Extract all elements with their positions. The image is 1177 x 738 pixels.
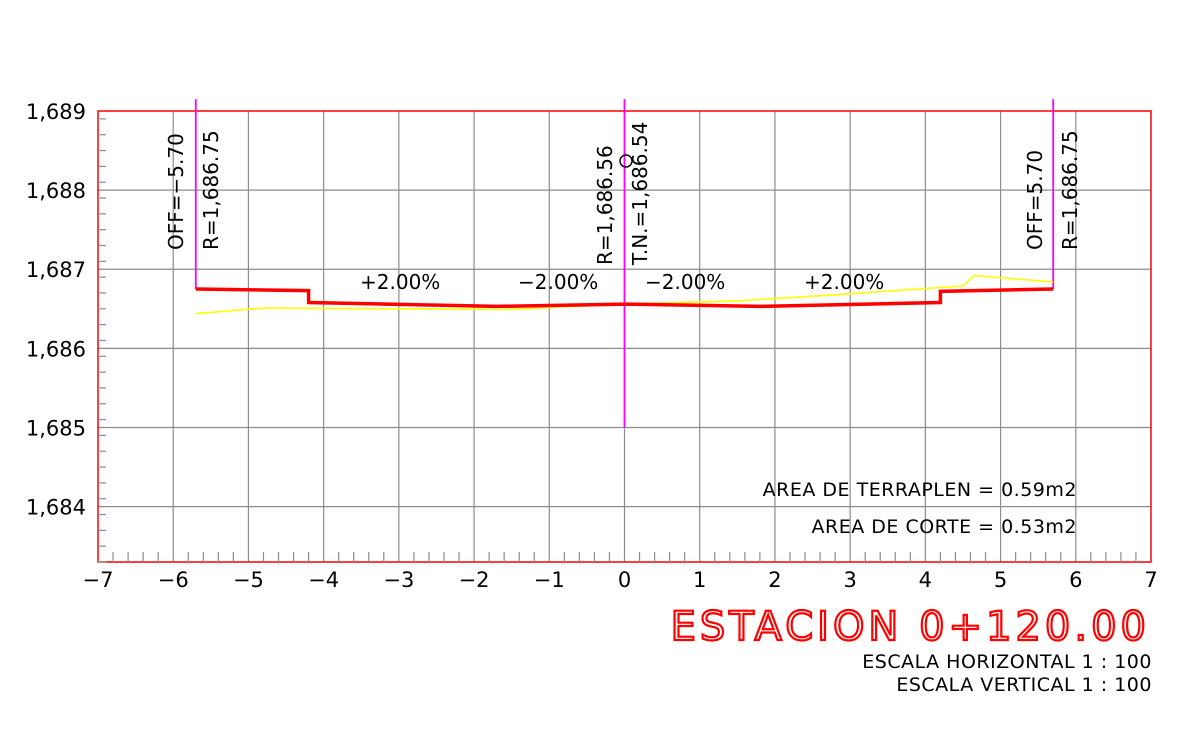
x-tick-label: 3 bbox=[843, 568, 856, 592]
slope-label-2: −2.00% bbox=[518, 270, 598, 294]
slope-label-3: −2.00% bbox=[645, 270, 725, 294]
y-minor-ticks bbox=[98, 118, 106, 563]
design-section-line bbox=[195, 287, 1054, 309]
cut-area-label: AREA DE CORTE = 0.53m2 bbox=[812, 516, 1077, 538]
y-tick-label: 1,688 bbox=[26, 179, 86, 203]
x-tick-label: 4 bbox=[919, 568, 932, 592]
x-tick-label: 7 bbox=[1144, 568, 1157, 592]
y-tick-labels: 1,684 1,685 1,686 1,687 1,688 1,689 bbox=[26, 100, 86, 520]
x-tick-label: −6 bbox=[158, 568, 189, 592]
right-offset-label: OFF=5.70 bbox=[1023, 150, 1047, 250]
y-tick-label: 1,686 bbox=[26, 337, 86, 361]
y-tick-label: 1,689 bbox=[26, 100, 86, 124]
x-tick-label: −7 bbox=[83, 568, 114, 592]
natural-terrain-line bbox=[195, 274, 1054, 315]
x-tick-label: 1 bbox=[693, 568, 706, 592]
left-elevation-label: R=1,686.75 bbox=[199, 130, 223, 250]
x-tick-label: −1 bbox=[534, 568, 565, 592]
x-tick-label: 6 bbox=[1069, 568, 1082, 592]
vertical-scale-label: ESCALA VERTICAL 1 : 100 bbox=[896, 674, 1152, 696]
x-tick-label: −3 bbox=[383, 568, 414, 592]
horizontal-scale-label: ESCALA HORIZONTAL 1 : 100 bbox=[862, 651, 1152, 673]
vertical-gridlines bbox=[172, 111, 1077, 562]
left-offset-label: OFF=−5.70 bbox=[164, 133, 188, 250]
x-tick-label: 5 bbox=[994, 568, 1007, 592]
offset-markers bbox=[194, 99, 1055, 428]
station-title: ESTACION 0+120.00 bbox=[671, 604, 1150, 650]
x-tick-label: −2 bbox=[459, 568, 490, 592]
x-tick-label: −4 bbox=[308, 568, 339, 592]
centerline-circle-icon bbox=[619, 154, 633, 168]
x-minor-ticks bbox=[112, 552, 1137, 562]
right-elevation-label: R=1,686.75 bbox=[1058, 130, 1082, 250]
slope-label-1: +2.00% bbox=[360, 270, 440, 294]
x-tick-label: −5 bbox=[233, 568, 264, 592]
center-terrain-label: T.N.=1,686.54 bbox=[628, 122, 652, 266]
x-tick-label: 0 bbox=[618, 568, 631, 592]
y-tick-label: 1,684 bbox=[26, 496, 86, 520]
slope-label-4: +2.00% bbox=[804, 270, 884, 294]
center-elevation-label: R=1,686.56 bbox=[593, 145, 617, 265]
x-tick-labels: −7 −6 −5 −4 −3 −2 −1 0 1 2 3 4 5 6 7 bbox=[83, 568, 1158, 592]
y-tick-label: 1,685 bbox=[26, 416, 86, 440]
y-tick-label: 1,687 bbox=[26, 258, 86, 282]
fill-area-label: AREA DE TERRAPLEN = 0.59m2 bbox=[763, 479, 1077, 501]
x-tick-label: 2 bbox=[768, 568, 781, 592]
